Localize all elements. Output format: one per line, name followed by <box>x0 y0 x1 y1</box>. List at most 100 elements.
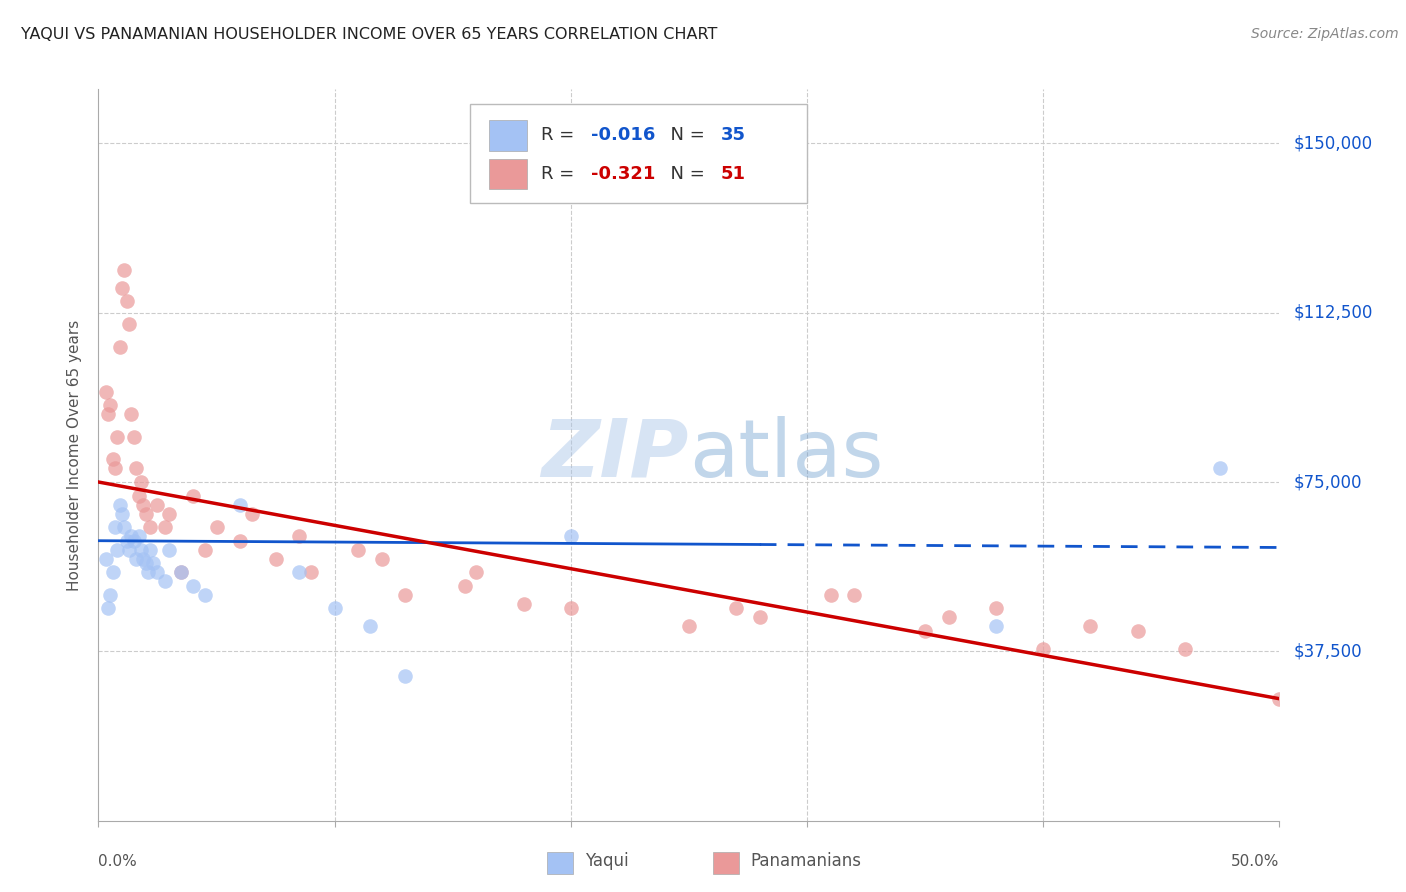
Bar <box>547 852 574 874</box>
Point <box>678 619 700 633</box>
Point <box>121 407 143 421</box>
Point <box>181 489 204 503</box>
Point <box>122 533 145 548</box>
Point <box>111 507 134 521</box>
Point <box>105 430 128 444</box>
Point <box>748 610 770 624</box>
FancyBboxPatch shape <box>471 103 807 202</box>
Point <box>105 542 128 557</box>
Text: $75,000: $75,000 <box>1294 473 1362 491</box>
Point <box>1032 642 1054 657</box>
Point <box>1268 691 1291 706</box>
Point <box>101 566 124 580</box>
Point <box>560 529 582 543</box>
Point <box>323 601 346 615</box>
Y-axis label: Householder Income Over 65 years: Householder Income Over 65 years <box>67 319 83 591</box>
Point <box>128 529 150 543</box>
Text: atlas: atlas <box>689 416 883 494</box>
Point <box>170 566 193 580</box>
Point <box>135 556 157 570</box>
Point <box>112 520 135 534</box>
Text: YAQUI VS PANAMANIAN HOUSEHOLDER INCOME OVER 65 YEARS CORRELATION CHART: YAQUI VS PANAMANIAN HOUSEHOLDER INCOME O… <box>21 27 717 42</box>
Point <box>1080 619 1102 633</box>
Point <box>108 498 131 512</box>
Point <box>1209 461 1232 475</box>
Point <box>725 601 748 615</box>
Text: 50.0%: 50.0% <box>1232 854 1279 869</box>
Point <box>135 507 157 521</box>
Point <box>1126 624 1149 638</box>
Text: -0.321: -0.321 <box>591 165 655 183</box>
Point <box>229 533 252 548</box>
Point <box>181 579 204 593</box>
Text: N =: N = <box>659 127 711 145</box>
Point <box>984 619 1007 633</box>
Point <box>121 529 143 543</box>
Point <box>453 579 475 593</box>
Point <box>359 619 381 633</box>
Point <box>97 601 120 615</box>
Point <box>104 520 127 534</box>
Text: Yaqui: Yaqui <box>585 852 628 870</box>
Point <box>264 551 287 566</box>
Text: 51: 51 <box>721 165 745 183</box>
Text: $112,500: $112,500 <box>1294 303 1372 322</box>
Point <box>125 461 148 475</box>
Point <box>139 542 162 557</box>
Text: 0.0%: 0.0% <box>98 854 138 869</box>
Point <box>118 542 141 557</box>
Point <box>115 294 138 309</box>
Point <box>132 498 155 512</box>
Point <box>112 262 135 277</box>
Text: $37,500: $37,500 <box>1294 642 1362 660</box>
Point <box>170 566 193 580</box>
Point <box>157 507 180 521</box>
Bar <box>713 852 738 874</box>
Point <box>229 498 252 512</box>
Text: Source: ZipAtlas.com: Source: ZipAtlas.com <box>1251 27 1399 41</box>
Point <box>153 574 176 589</box>
Point <box>98 588 121 602</box>
Point <box>104 461 127 475</box>
Point <box>132 551 155 566</box>
Point <box>394 588 416 602</box>
Point <box>111 281 134 295</box>
Point <box>129 542 152 557</box>
Point <box>1174 642 1197 657</box>
Text: R =: R = <box>541 127 581 145</box>
Point <box>194 542 217 557</box>
Point <box>288 566 311 580</box>
Point <box>157 542 180 557</box>
Point <box>938 610 960 624</box>
Point <box>98 398 121 412</box>
Point <box>560 601 582 615</box>
Text: $150,000: $150,000 <box>1294 135 1372 153</box>
Point <box>465 566 488 580</box>
Point <box>125 551 148 566</box>
Text: R =: R = <box>541 165 581 183</box>
Text: 35: 35 <box>721 127 745 145</box>
Text: ZIP: ZIP <box>541 416 689 494</box>
Point <box>129 475 152 489</box>
Text: Panamanians: Panamanians <box>751 852 862 870</box>
Point <box>115 533 138 548</box>
Point <box>97 407 120 421</box>
Point <box>512 597 534 611</box>
Point <box>240 507 263 521</box>
Point <box>820 588 842 602</box>
Point <box>139 520 162 534</box>
Point <box>194 588 217 602</box>
Point <box>299 566 322 580</box>
Point <box>914 624 936 638</box>
Point <box>128 489 150 503</box>
Point <box>142 556 165 570</box>
Point <box>394 669 416 683</box>
Point <box>94 384 117 399</box>
Point <box>94 551 117 566</box>
Point <box>844 588 866 602</box>
Point <box>122 430 145 444</box>
Bar <box>489 159 527 189</box>
Bar <box>489 120 527 151</box>
Point <box>146 566 169 580</box>
Point <box>984 601 1007 615</box>
